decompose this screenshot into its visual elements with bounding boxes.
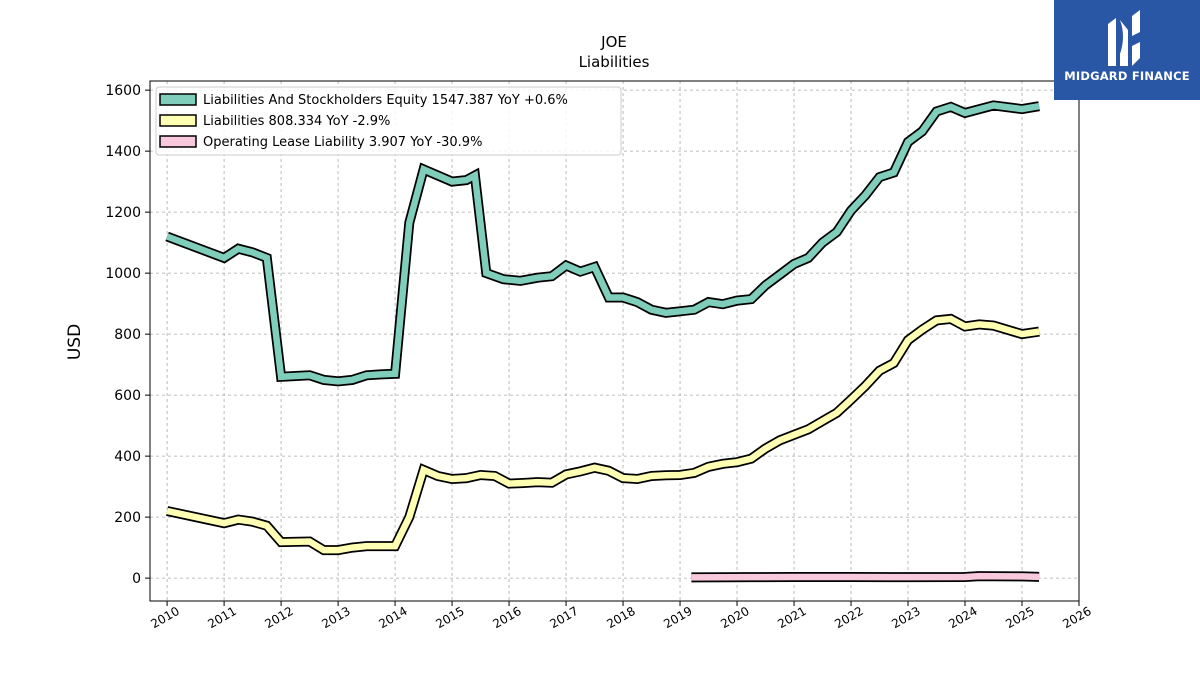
axis-ticks: 0 200 400 600 800 1000 1200 1400 1600 2010 2011 201… [105, 83, 1093, 631]
y-tick-label: 1400 [105, 144, 141, 160]
x-tick-label: 2012 [262, 604, 295, 631]
x-tick-label: 2025 [1003, 604, 1036, 631]
x-tick-label: 2019 [661, 604, 694, 631]
y-tick-label: 1000 [105, 266, 141, 282]
y-tick-label: 400 [114, 449, 141, 465]
legend-swatch-2 [159, 135, 197, 148]
legend: Liabilities And Stockholders Equity 1547… [155, 86, 622, 156]
chart-subtitle: Liabilities [579, 53, 650, 71]
y-axis-label: USD [65, 324, 85, 360]
series-group [165, 100, 1040, 583]
legend-swatch-0 [159, 93, 197, 106]
brand-name: MIDGARD FINANCE [1064, 69, 1190, 83]
legend-label-0: Liabilities And Stockholders Equity 1547… [203, 93, 568, 108]
x-tick-label: 2017 [547, 604, 580, 631]
x-tick-label: 2024 [946, 604, 979, 631]
x-tick-label: 2020 [718, 604, 751, 631]
series-line-0 [165, 102, 1040, 385]
x-tick-label: 2013 [319, 604, 352, 631]
x-tick-label: 2022 [832, 604, 865, 631]
x-tick-label: 2018 [604, 604, 637, 631]
x-tick-label: 2015 [433, 604, 466, 631]
x-tick-label: 2010 [148, 604, 181, 631]
y-tick-label: 800 [114, 327, 141, 343]
series-line-1 [166, 315, 1040, 554]
series-line-2 [691, 572, 1040, 581]
grid-lines [150, 81, 1080, 601]
legend-label-1: Liabilities 808.334 YoY -2.9% [203, 114, 390, 129]
y-tick-label: 200 [114, 510, 141, 526]
midgard-logo-icon [1108, 10, 1140, 66]
chart-title: JOE [600, 33, 627, 51]
legend-box [155, 86, 622, 156]
y-tick-label: 0 [132, 571, 141, 587]
x-tick-label: 2011 [205, 604, 238, 631]
x-tick-label: 2014 [376, 604, 409, 631]
legend-swatch-1 [159, 114, 197, 127]
x-tick-label: 2026 [1060, 604, 1093, 631]
plot-frame [149, 80, 1080, 602]
y-tick-label: 1600 [105, 83, 141, 99]
x-tick-label: 2021 [775, 604, 808, 631]
brand-logo: MIDGARD FINANCE [1054, 0, 1200, 100]
legend-label-2: Operating Lease Liability 3.907 YoY -30.… [203, 135, 482, 150]
y-tick-label: 600 [114, 388, 141, 404]
x-tick-label: 2016 [490, 604, 523, 631]
y-tick-label: 1200 [105, 205, 141, 221]
x-tick-label: 2023 [889, 604, 922, 631]
